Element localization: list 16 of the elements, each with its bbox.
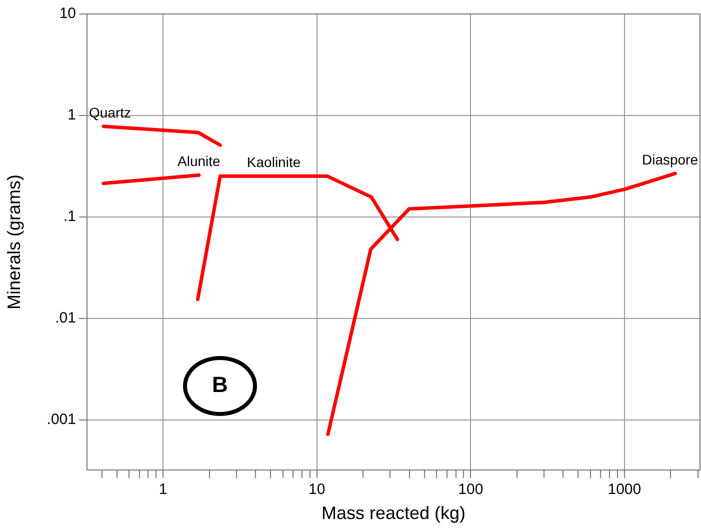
series-label: Diaspore <box>642 151 698 168</box>
y-tick-label: .01 <box>55 309 76 326</box>
y-tick-label: .001 <box>46 410 76 428</box>
series-label: Alunite <box>178 153 221 169</box>
y-tick-label: 10 <box>59 5 76 22</box>
series-label: Kaolinite <box>246 154 301 170</box>
y-axis-title: Minerals (grams) <box>4 174 24 310</box>
y-tick-label: .1 <box>63 208 76 226</box>
y-tick-label: 1 <box>68 106 76 124</box>
x-axis-title: Mass reacted (kg) <box>321 503 466 524</box>
x-tick-label: 1000 <box>608 481 642 498</box>
annotation: B <box>211 371 229 399</box>
x-tick-label: 1 <box>158 481 168 498</box>
x-tick-label: 100 <box>458 481 484 498</box>
x-tick-label: 10 <box>308 481 326 498</box>
series-label: Quartz <box>89 104 132 120</box>
